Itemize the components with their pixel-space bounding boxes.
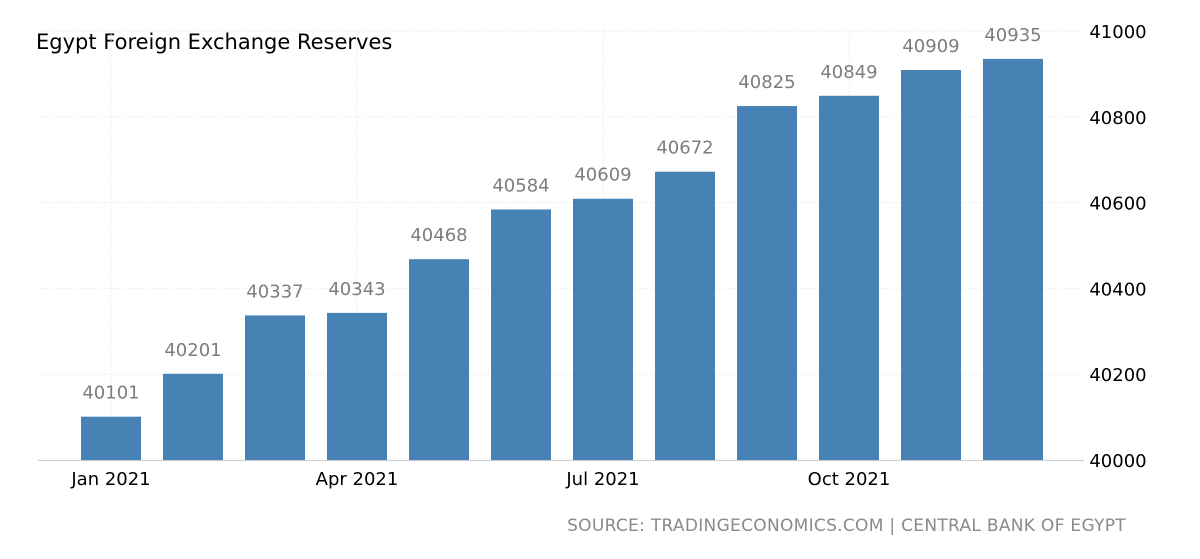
bar-nov-2021 xyxy=(901,70,961,460)
bar-jun-2021 xyxy=(491,209,551,460)
data-label: 40849 xyxy=(820,62,877,83)
bar-apr-2021 xyxy=(327,312,387,460)
data-labels: 40101 40201 40337 40343 40468 40584 40609 40672… xyxy=(82,25,1041,404)
bar-oct-2021 xyxy=(819,95,879,461)
data-label: 40343 xyxy=(328,279,385,300)
bar-may-2021 xyxy=(409,259,469,460)
x-tick-label: Jan 2021 xyxy=(70,469,150,490)
data-label: 40935 xyxy=(984,25,1041,46)
y-tick-label: 40400 xyxy=(1089,279,1146,300)
y-tick-label: 40800 xyxy=(1089,108,1146,129)
data-label: 40584 xyxy=(492,175,549,196)
y-axis: 40000 40200 40400 40600 40800 41000 xyxy=(1089,22,1146,472)
data-label: 40337 xyxy=(246,281,303,302)
y-tick-label: 40600 xyxy=(1089,194,1146,215)
bar-feb-2021 xyxy=(163,373,223,460)
data-label: 40468 xyxy=(410,225,467,246)
x-axis: Jan 2021 Apr 2021 Jul 2021 Oct 2021 xyxy=(38,460,1084,490)
y-tick-label: 41000 xyxy=(1089,22,1146,43)
x-tick-label: Oct 2021 xyxy=(808,469,891,490)
y-tick-label: 40200 xyxy=(1089,365,1146,386)
x-tick-label: Jul 2021 xyxy=(565,469,639,490)
data-label: 40101 xyxy=(82,383,139,404)
data-label: 40609 xyxy=(574,165,631,186)
bar-aug-2021 xyxy=(655,171,715,460)
data-label: 40825 xyxy=(738,72,795,93)
chart-title: Egypt Foreign Exchange Reserves xyxy=(36,30,393,54)
bar-jul-2021 xyxy=(573,198,633,460)
bars xyxy=(81,58,1043,461)
data-label: 40909 xyxy=(902,36,959,57)
data-label: 40672 xyxy=(656,138,713,159)
bar-sep-2021 xyxy=(737,106,797,460)
bar-mar-2021 xyxy=(245,315,305,460)
x-tick-label: Apr 2021 xyxy=(316,469,399,490)
data-label: 40201 xyxy=(164,340,221,361)
bar-jan-2021 xyxy=(81,416,141,460)
y-tick-label: 40000 xyxy=(1089,451,1146,472)
source-note: SOURCE: TRADINGECONOMICS.COM | CENTRAL B… xyxy=(567,516,1126,536)
bar-dec-2021 xyxy=(983,58,1043,460)
